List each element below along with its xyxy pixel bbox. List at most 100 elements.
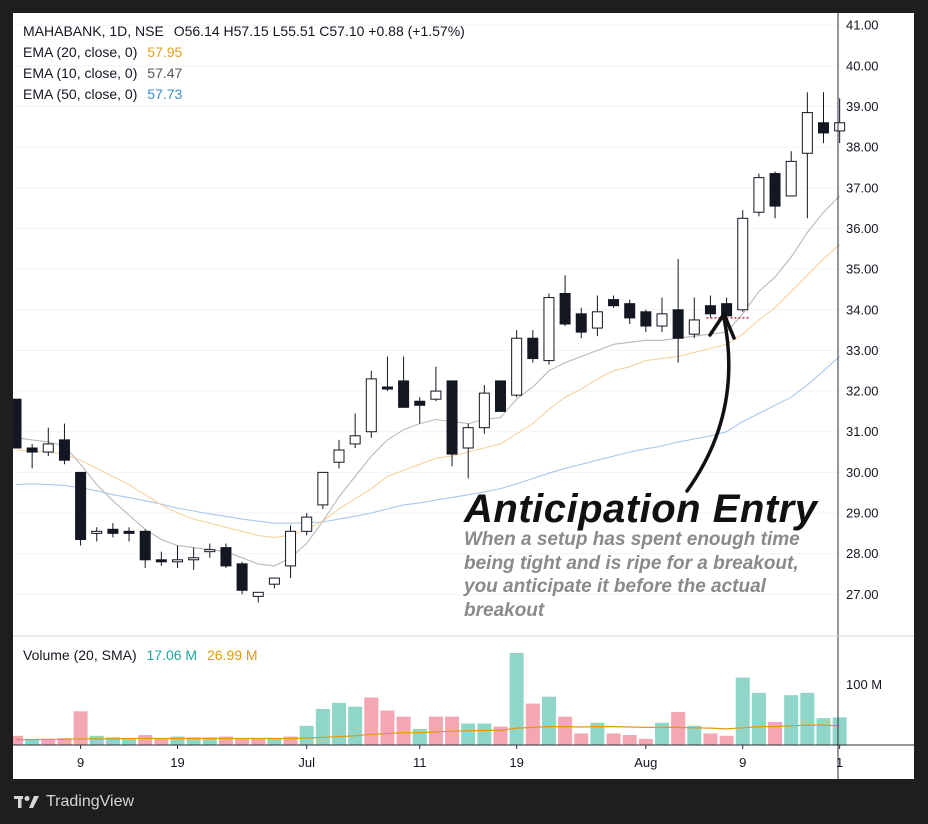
time-tick-label: 1 (836, 755, 843, 770)
candle-down (527, 337, 539, 360)
price-tick-label: 27.00 (846, 587, 879, 602)
volume-bar (364, 697, 379, 745)
chart-axes (13, 13, 914, 779)
ema50-legend[interactable]: EMA (50, close, 0) 57.73 (23, 86, 182, 102)
candle-up (268, 577, 280, 585)
volume-bar (13, 735, 23, 745)
candle-down (13, 398, 22, 449)
candle-down (640, 311, 652, 327)
volume-legend[interactable]: Volume (20, SMA) 17.06 M 26.99 M (23, 647, 258, 663)
volume-bar (267, 738, 282, 745)
ema50-line (15, 356, 840, 524)
candle-down (139, 530, 151, 561)
candle-up (285, 530, 297, 567)
price-tick-label: 38.00 (846, 140, 879, 155)
volume-bar (477, 723, 492, 745)
volume-bar (332, 702, 346, 745)
candle-down (769, 173, 781, 207)
candle-down (155, 559, 167, 563)
volume-bar (105, 737, 120, 745)
price-axis-labels: 41.00 40.00 39.00 38.00 37.00 36.00 35.00 34.00… (846, 18, 882, 692)
candle-up (834, 122, 846, 132)
volume-bar (655, 722, 669, 745)
volume-value-1: 17.06 M (146, 647, 198, 663)
arrow-head-icon (708, 312, 736, 340)
price-tick-label: 39.00 (846, 99, 879, 114)
volume-bar (703, 733, 718, 745)
candle-down (58, 439, 70, 461)
chart-frame[interactable]: 41.00 40.00 39.00 38.00 37.00 36.00 35.00 34.00… (13, 13, 914, 779)
candle-down (123, 530, 135, 534)
candle-up (204, 549, 216, 553)
volume-bar (428, 716, 443, 745)
volume-bar (299, 725, 314, 745)
volume-bar (541, 696, 556, 745)
price-tick-label: 40.00 (846, 58, 879, 73)
candle-down (75, 471, 87, 540)
candle-up (42, 443, 54, 453)
volume-sma-line (16, 724, 840, 741)
branding[interactable]: TradingView (14, 793, 134, 811)
volume-bar (671, 712, 686, 745)
candle-up (543, 297, 555, 362)
candle-up (801, 112, 813, 154)
volume-bar (622, 735, 637, 745)
volume-bar (606, 733, 621, 745)
candle-up (753, 177, 765, 213)
anticipation-arrow (685, 312, 749, 493)
ema10-legend[interactable]: EMA (10, close, 0) 57.47 (23, 65, 182, 81)
candle-up (785, 160, 797, 197)
volume-bar (25, 738, 40, 745)
candle-up (591, 311, 603, 329)
volume-bar (154, 738, 169, 745)
candle-up (656, 313, 668, 327)
volume-bar (493, 726, 508, 745)
candle-up (478, 392, 490, 429)
candle-up (365, 378, 377, 433)
price-tick-label: 36.00 (846, 221, 879, 236)
candle-up (688, 319, 700, 335)
volume-bar (768, 722, 783, 745)
tradingview-logo-icon (14, 796, 39, 808)
volume-bar (186, 737, 201, 745)
candle-down (446, 380, 458, 455)
volume-bar (800, 692, 815, 745)
candle-down (220, 547, 232, 567)
volume-bar (558, 716, 573, 745)
volume-bar (687, 725, 702, 745)
candle-down (26, 447, 38, 453)
volume-bar (202, 737, 217, 745)
price-tick-label: 28.00 (846, 546, 879, 561)
ema20-label: EMA (20, close, 0) (23, 44, 138, 60)
volume-bar (235, 738, 250, 745)
volume-bar (719, 735, 734, 745)
ohlc-values: O56.14 H57.15 L55.51 C57.10 +0.88 (+1.57… (173, 23, 465, 39)
volume-bar (122, 738, 137, 745)
volume-bar (735, 677, 750, 745)
volume-label: Volume (20, SMA) (23, 647, 137, 663)
chart-gridlines (13, 24, 838, 595)
time-tick-label: Aug (634, 755, 657, 770)
price-tick-label: 41.00 (846, 18, 879, 33)
candle-down (624, 303, 636, 319)
ema20-line (15, 244, 840, 538)
candle-down (414, 400, 426, 406)
candle-up (430, 390, 442, 400)
volume-bars (13, 653, 847, 745)
candle-up (333, 449, 345, 463)
candle-down (381, 386, 393, 390)
candle-down (559, 293, 571, 325)
arrow-shaft (685, 316, 731, 493)
volume-bar (73, 711, 88, 745)
price-tick-label: 31.00 (846, 424, 879, 439)
time-tick-label: 11 (413, 755, 427, 770)
volume-value-2: 26.99 M (206, 647, 258, 663)
price-tick-label: 33.00 (846, 343, 879, 358)
time-tick-label: 19 (509, 755, 523, 770)
volume-bar (638, 738, 653, 745)
ema20-legend[interactable]: EMA (20, close, 0) 57.95 (23, 44, 182, 60)
ema50-value: 57.73 (147, 86, 183, 102)
symbol-legend: MAHABANK, 1D, NSE O56.14 H57.15 L55.51 C… (23, 23, 465, 39)
volume-bar (57, 738, 72, 745)
chart-canvas[interactable]: 41.00 40.00 39.00 38.00 37.00 36.00 35.00 34.00… (13, 13, 914, 779)
